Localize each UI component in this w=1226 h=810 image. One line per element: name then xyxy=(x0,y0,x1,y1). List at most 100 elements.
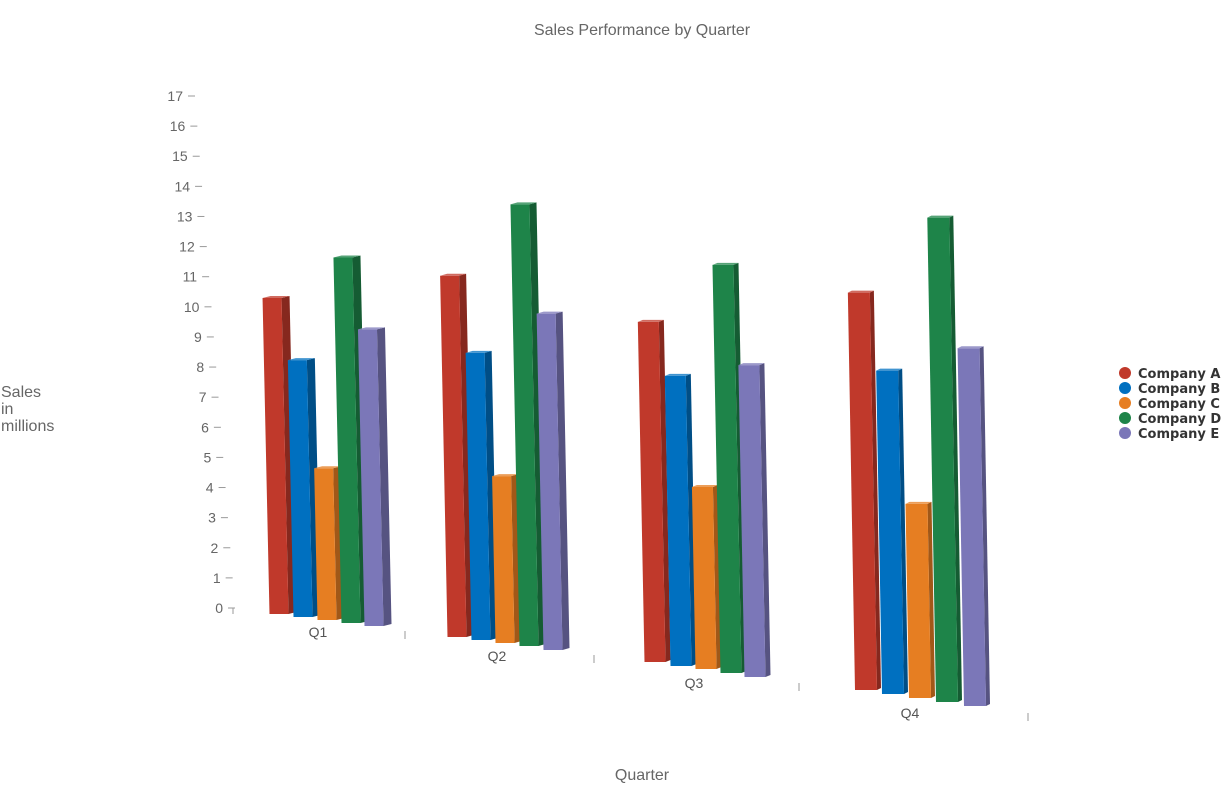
y-axis-title-line: millions xyxy=(1,418,54,435)
bars-layer xyxy=(262,202,990,706)
bar-front-face xyxy=(957,348,986,706)
bar-side-face xyxy=(712,484,722,669)
bar[interactable] xyxy=(847,290,881,690)
bar-front-face xyxy=(465,352,491,640)
legend-marker xyxy=(1119,367,1131,379)
legend-item[interactable]: Company D xyxy=(1119,412,1221,427)
bar-top-face xyxy=(957,346,984,349)
legend-item[interactable]: Company B xyxy=(1119,382,1220,397)
x-tick-label: Q1 xyxy=(309,624,328,640)
legend-label: Company E xyxy=(1138,427,1219,442)
bar-top-face xyxy=(357,327,385,330)
bar-top-face xyxy=(847,290,874,293)
bar-front-face xyxy=(847,292,877,690)
bar-top-face xyxy=(637,319,664,322)
chart-title: Sales Performance by Quarter xyxy=(534,22,751,39)
bar-top-face xyxy=(536,311,563,314)
bar-side-face xyxy=(979,346,990,706)
y-tick-label: 2 xyxy=(210,540,218,556)
legend-label: Company C xyxy=(1138,397,1220,412)
y-tick-label: 9 xyxy=(194,329,202,345)
y-tick-label: 7 xyxy=(199,389,207,405)
y-tick-label: 0 xyxy=(215,600,223,616)
bar-front-face xyxy=(927,217,958,702)
axis-corner xyxy=(228,607,234,614)
bar[interactable] xyxy=(357,327,392,626)
y-axis-title-line: in xyxy=(1,401,13,418)
bar-top-face xyxy=(440,273,467,276)
y-tick-label: 5 xyxy=(203,449,211,465)
bar-front-face xyxy=(664,375,692,666)
bar[interactable] xyxy=(876,368,908,694)
bar-side-face xyxy=(376,327,392,626)
bar[interactable] xyxy=(637,319,671,662)
y-tick-label: 10 xyxy=(184,299,200,315)
legend-marker xyxy=(1119,397,1131,409)
y-tick-label: 4 xyxy=(206,480,214,496)
bar-top-face xyxy=(287,358,315,361)
bar-front-face xyxy=(492,476,515,643)
bar-front-face xyxy=(510,204,539,646)
bar-front-face xyxy=(876,370,904,694)
bar-front-face xyxy=(905,503,931,698)
y-tick-label: 1 xyxy=(213,570,221,586)
bar-side-face xyxy=(658,319,671,662)
bar-side-face xyxy=(869,290,881,690)
bar-top-face xyxy=(492,474,519,477)
bar-top-face xyxy=(314,466,342,469)
bar-top-face xyxy=(927,215,954,218)
legend-marker xyxy=(1119,412,1131,424)
bar[interactable] xyxy=(927,215,962,702)
legend-label: Company B xyxy=(1138,382,1220,397)
bar-side-face xyxy=(759,363,771,677)
legend-item[interactable]: Company A xyxy=(1119,367,1220,382)
y-tick-label: 8 xyxy=(196,359,204,375)
bar-front-face xyxy=(314,468,337,620)
bar-front-face xyxy=(637,321,666,662)
y-tick-label: 17 xyxy=(167,88,183,104)
x-tick-label: Q4 xyxy=(901,705,920,721)
bar-front-face xyxy=(691,486,717,669)
bar-front-face xyxy=(262,297,289,614)
bar-top-face xyxy=(333,255,361,258)
legend-marker xyxy=(1119,382,1131,394)
bar-side-face xyxy=(898,368,908,694)
x-axis-title: Quarter xyxy=(615,767,670,784)
bar-top-face xyxy=(905,501,932,504)
bar[interactable] xyxy=(536,311,570,650)
bar-side-face xyxy=(949,215,962,702)
y-tick-label: 16 xyxy=(170,118,186,134)
y-tick-label: 3 xyxy=(208,510,216,526)
y-tick-label: 13 xyxy=(177,208,193,224)
y-tick-label: 15 xyxy=(172,148,188,164)
bar[interactable] xyxy=(738,363,771,677)
legend-label: Company A xyxy=(1138,367,1220,382)
y-tick-label: 14 xyxy=(174,178,190,194)
legend-item[interactable]: Company C xyxy=(1119,397,1220,412)
bar-front-face xyxy=(440,275,467,637)
x-tick-label: Q2 xyxy=(488,648,507,664)
y-axis-title: Sales in millions xyxy=(1,384,54,435)
y-tick-label: 12 xyxy=(179,239,195,255)
bar-top-face xyxy=(465,350,492,353)
bar-top-face xyxy=(691,484,718,487)
legend-item[interactable]: Company E xyxy=(1119,427,1219,442)
x-axis: Q1 Q2 Q3 Q4 xyxy=(309,624,1029,721)
bar-front-face xyxy=(536,313,563,650)
bar[interactable] xyxy=(691,484,722,669)
bar-side-face xyxy=(927,501,935,698)
bar-side-face xyxy=(555,311,570,650)
bar-front-face xyxy=(287,360,313,617)
bar[interactable] xyxy=(957,346,990,706)
y-tick-label: 11 xyxy=(183,269,198,285)
bar-front-face xyxy=(333,257,361,623)
bar-front-face xyxy=(712,264,742,673)
bar-top-face xyxy=(876,368,903,371)
legend-marker xyxy=(1119,427,1131,439)
bar-top-face xyxy=(510,202,537,205)
bar[interactable] xyxy=(664,373,697,666)
bar[interactable] xyxy=(905,501,935,698)
